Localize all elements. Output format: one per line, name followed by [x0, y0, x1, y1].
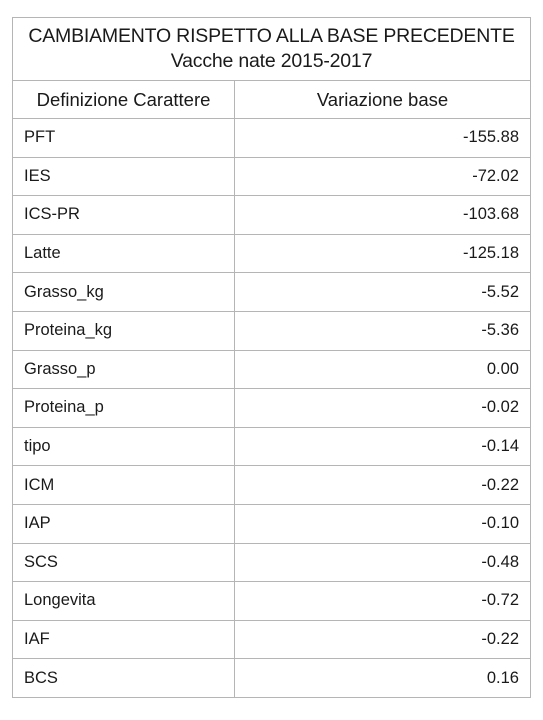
trait-name-cell: Proteina_p	[12, 388, 235, 428]
base-change-value-cell: -103.68	[234, 195, 531, 235]
trait-name-cell: PFT	[12, 118, 235, 158]
base-change-value-cell: -0.48	[234, 542, 531, 583]
table-row: SCS -0.48	[12, 542, 531, 583]
base-change-value-cell: -0.02	[234, 388, 531, 428]
base-change-value-cell: -5.36	[234, 310, 531, 351]
table-title-line-2: Vacche nate 2015-2017	[170, 50, 373, 72]
base-change-value-cell: -0.72	[234, 581, 531, 621]
table-row: tipo -0.14	[12, 426, 531, 467]
base-change-table: CAMBIAMENTO RISPETTO ALLA BASE PRECEDENT…	[12, 17, 531, 698]
trait-name-cell: Longevita	[12, 581, 235, 621]
base-change-value-cell: -72.02	[234, 156, 531, 197]
base-change-value-cell: -0.22	[234, 465, 531, 505]
table-row: IAF -0.22	[12, 619, 531, 660]
table-row: ICM -0.22	[12, 465, 531, 505]
table-row: IAP -0.10	[12, 503, 531, 544]
base-change-value-cell: -155.88	[234, 118, 531, 158]
base-change-value-cell: 0.16	[234, 658, 531, 698]
table-row: ICS-PR -103.68	[12, 195, 531, 235]
base-change-table-wrapper: CAMBIAMENTO RISPETTO ALLA BASE PRECEDENT…	[12, 17, 531, 698]
header-change: Variazione base	[234, 80, 531, 119]
base-change-value-cell: -125.18	[234, 233, 531, 274]
header-row: Definizione Carattere Variazione base	[12, 80, 531, 119]
table-row: Longevita -0.72	[12, 581, 531, 621]
trait-name-cell: tipo	[12, 426, 235, 467]
trait-name-cell: Grasso_p	[12, 349, 235, 390]
trait-name-cell: SCS	[12, 542, 235, 583]
trait-name-cell: BCS	[12, 658, 235, 698]
trait-name-cell: ICM	[12, 465, 235, 505]
base-change-value-cell: -0.22	[234, 619, 531, 660]
table-row: BCS 0.16	[12, 658, 531, 698]
table-title: CAMBIAMENTO RISPETTO ALLA BASE PRECEDENT…	[12, 17, 531, 81]
table-row: Grasso_kg -5.52	[12, 272, 531, 312]
table-row: PFT -155.88	[12, 118, 531, 158]
table-row: Grasso_p 0.00	[12, 349, 531, 390]
table-row: IES -72.02	[12, 156, 531, 197]
table-body: PFT -155.88 IES -72.02 ICS-PR -103.68 Latte -12…	[12, 118, 531, 698]
base-change-value-cell: 0.00	[234, 349, 531, 390]
trait-name-cell: Latte	[12, 233, 235, 274]
base-change-value-cell: -0.14	[234, 426, 531, 467]
trait-name-cell: Grasso_kg	[12, 272, 235, 312]
title-row: CAMBIAMENTO RISPETTO ALLA BASE PRECEDENT…	[12, 17, 531, 81]
base-change-value-cell: -0.10	[234, 503, 531, 544]
header-trait: Definizione Carattere	[12, 80, 235, 119]
table-row: Latte -125.18	[12, 233, 531, 274]
trait-name-cell: IAP	[12, 503, 235, 544]
trait-name-cell: IAF	[12, 619, 235, 660]
trait-name-cell: ICS-PR	[12, 195, 235, 235]
table-row: Proteina_kg -5.36	[12, 310, 531, 351]
base-change-value-cell: -5.52	[234, 272, 531, 312]
trait-name-cell: Proteina_kg	[12, 310, 235, 351]
table-row: Proteina_p -0.02	[12, 388, 531, 428]
table-title-line-1: CAMBIAMENTO RISPETTO ALLA BASE PRECEDENT…	[28, 25, 515, 47]
trait-name-cell: IES	[12, 156, 235, 197]
